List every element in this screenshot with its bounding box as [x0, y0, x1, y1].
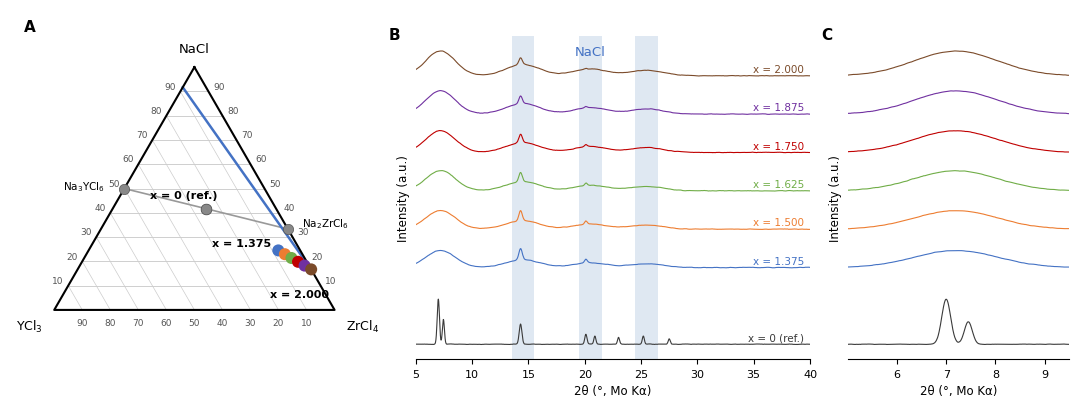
Text: C: C: [821, 28, 833, 43]
Text: 20: 20: [66, 252, 78, 261]
Text: Na$_2$ZrCl$_6$: Na$_2$ZrCl$_6$: [302, 217, 349, 231]
Text: 80: 80: [105, 318, 116, 327]
Text: 50: 50: [108, 179, 120, 188]
Point: [276, 251, 294, 258]
Point: [116, 186, 133, 192]
Text: 70: 70: [133, 318, 144, 327]
Text: x = 1.375: x = 1.375: [753, 256, 805, 266]
Text: 70: 70: [241, 131, 253, 140]
Text: x = 1.500: x = 1.500: [754, 218, 805, 228]
Point: [198, 206, 215, 212]
Text: 40: 40: [217, 318, 228, 327]
Text: 90: 90: [213, 82, 225, 91]
Text: x = 1.750: x = 1.750: [753, 141, 805, 151]
Text: 50: 50: [189, 318, 200, 327]
Text: ZrCl$_4$: ZrCl$_4$: [346, 318, 379, 335]
Point: [270, 247, 287, 254]
Text: 10: 10: [52, 276, 64, 285]
Bar: [635, 37, 658, 359]
Text: x = 2.000: x = 2.000: [270, 289, 329, 299]
Text: 80: 80: [227, 107, 239, 116]
Point: [296, 263, 313, 269]
Text: 50: 50: [269, 179, 281, 188]
Text: 60: 60: [161, 318, 172, 327]
Point: [198, 206, 215, 212]
Text: 60: 60: [122, 155, 134, 164]
Point: [302, 266, 320, 273]
Text: B: B: [388, 28, 400, 43]
Text: 90: 90: [77, 318, 87, 327]
Y-axis label: Intensity (a.u.): Intensity (a.u.): [829, 155, 842, 242]
X-axis label: 2θ (°, Mo Kα): 2θ (°, Mo Kα): [575, 385, 651, 397]
Text: x = 1.375: x = 1.375: [213, 238, 271, 248]
Point: [283, 255, 300, 262]
Text: 20: 20: [273, 318, 284, 327]
Text: 40: 40: [94, 204, 106, 212]
Text: A: A: [24, 20, 36, 35]
Text: x = 0 (ref.): x = 0 (ref.): [748, 332, 805, 343]
Text: YCl$_3$: YCl$_3$: [16, 318, 43, 335]
Text: x = 1.625: x = 1.625: [753, 180, 805, 190]
Text: x = 1.875: x = 1.875: [753, 103, 805, 113]
Text: 40: 40: [283, 204, 295, 212]
Text: x = 0 (ref.): x = 0 (ref.): [150, 191, 217, 201]
Text: 30: 30: [297, 228, 309, 237]
Text: NaCl: NaCl: [179, 43, 210, 55]
Text: 80: 80: [150, 107, 162, 116]
Point: [280, 226, 297, 233]
Bar: [512, 37, 534, 359]
Text: Na$_3$YCl$_6$: Na$_3$YCl$_6$: [63, 179, 105, 193]
Text: 20: 20: [311, 252, 323, 261]
Y-axis label: Intensity (a.u.): Intensity (a.u.): [397, 155, 410, 242]
Bar: [579, 37, 602, 359]
Point: [289, 259, 307, 266]
Text: 10: 10: [325, 276, 337, 285]
Text: 10: 10: [301, 318, 312, 327]
Text: NaCl: NaCl: [575, 46, 606, 59]
Text: 60: 60: [255, 155, 267, 164]
Text: 70: 70: [136, 131, 148, 140]
Text: 30: 30: [80, 228, 92, 237]
Text: 30: 30: [245, 318, 256, 327]
Text: x = 2.000: x = 2.000: [754, 65, 805, 75]
Text: 90: 90: [164, 82, 176, 91]
X-axis label: 2θ (°, Mo Kα): 2θ (°, Mo Kα): [920, 385, 997, 397]
